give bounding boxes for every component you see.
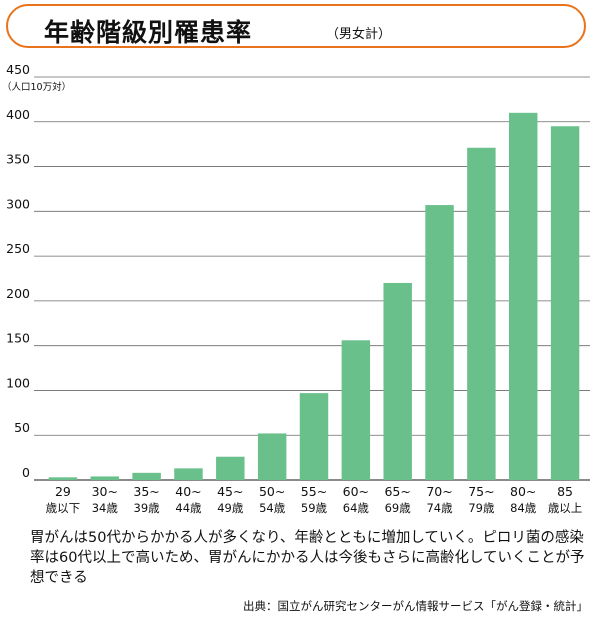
x-tick-label-sub: 44歳 xyxy=(175,501,202,515)
caption-text: 胃がんは50代からかかる人が多くなり、年齢とともに増加していく。ピロリ菌の感染率… xyxy=(30,530,585,586)
bar xyxy=(257,433,287,480)
chart-title: 年齢階級別罹患率 xyxy=(44,18,253,47)
x-tick-label-sub: 49歳 xyxy=(217,501,244,515)
bar xyxy=(132,472,161,480)
bar xyxy=(48,477,78,480)
x-tick-label: 80~ xyxy=(510,484,536,499)
y-tick-label: 350 xyxy=(6,152,30,167)
y-tick-label: 250 xyxy=(6,241,30,256)
x-tick-label-sub: 歳以上 xyxy=(548,501,583,515)
x-tick-label-sub: 39歳 xyxy=(134,501,161,515)
x-tick-label-sub: 84歳 xyxy=(510,501,537,515)
y-tick-label: 0 xyxy=(22,465,30,480)
y-tick-label: 400 xyxy=(6,107,30,122)
x-tick-label-sub: 59歳 xyxy=(301,501,328,515)
x-tick-label: 35~ xyxy=(133,484,159,499)
x-tick-label: 40~ xyxy=(175,484,201,499)
bar xyxy=(341,340,371,480)
x-tick-label: 85 xyxy=(557,484,573,499)
x-tick-label-sub: 74歳 xyxy=(426,501,453,515)
x-tick-label-sub: 79歳 xyxy=(468,501,495,515)
bar xyxy=(467,147,496,480)
bar xyxy=(174,468,203,480)
x-tick-label: 55~ xyxy=(301,484,327,499)
bar xyxy=(509,112,538,481)
title-banner: 年齢階級別罹患率 （男女計） xyxy=(6,4,586,48)
chart-subtitle: （男女計） xyxy=(326,27,392,42)
x-tick-label: 70~ xyxy=(426,484,452,499)
y-tick-label: 100 xyxy=(6,375,30,390)
bar xyxy=(383,282,412,480)
x-tick-label: 75~ xyxy=(468,484,494,499)
x-tick-label: 30~ xyxy=(92,484,118,499)
bar xyxy=(550,126,580,480)
bar xyxy=(299,393,329,480)
bar xyxy=(425,205,454,480)
y-axis-label: （人口10万対） xyxy=(2,81,71,93)
x-tick-label: 45~ xyxy=(217,484,243,499)
x-tick-label-sub: 34歳 xyxy=(92,501,119,515)
bar xyxy=(216,456,245,480)
source-note: 出典：国立がん研究センターがん情報サービス「がん登録・統計」 xyxy=(243,599,588,613)
x-tick-label: 60~ xyxy=(343,484,369,499)
x-tick-label-sub: 歳以下 xyxy=(46,501,81,515)
x-tick-label: 50~ xyxy=(259,484,285,499)
y-tick-label: 300 xyxy=(6,196,30,211)
x-tick-label-sub: 54歳 xyxy=(259,501,286,515)
bar xyxy=(90,476,119,480)
y-tick-label: 150 xyxy=(6,331,30,346)
x-tick-label: 65~ xyxy=(384,484,410,499)
y-tick-label: 450 xyxy=(6,62,30,77)
x-tick-label-sub: 69歳 xyxy=(385,501,412,515)
x-tick-label-sub: 64歳 xyxy=(343,501,370,515)
bar-chart: 0 50 100 150 200 250 300 350 400 450 （人口10万対） 29 歳以下… xyxy=(2,62,590,515)
y-tick-label: 50 xyxy=(14,420,30,435)
y-tick-label: 200 xyxy=(6,286,30,301)
x-tick-label: 29 xyxy=(55,484,71,499)
